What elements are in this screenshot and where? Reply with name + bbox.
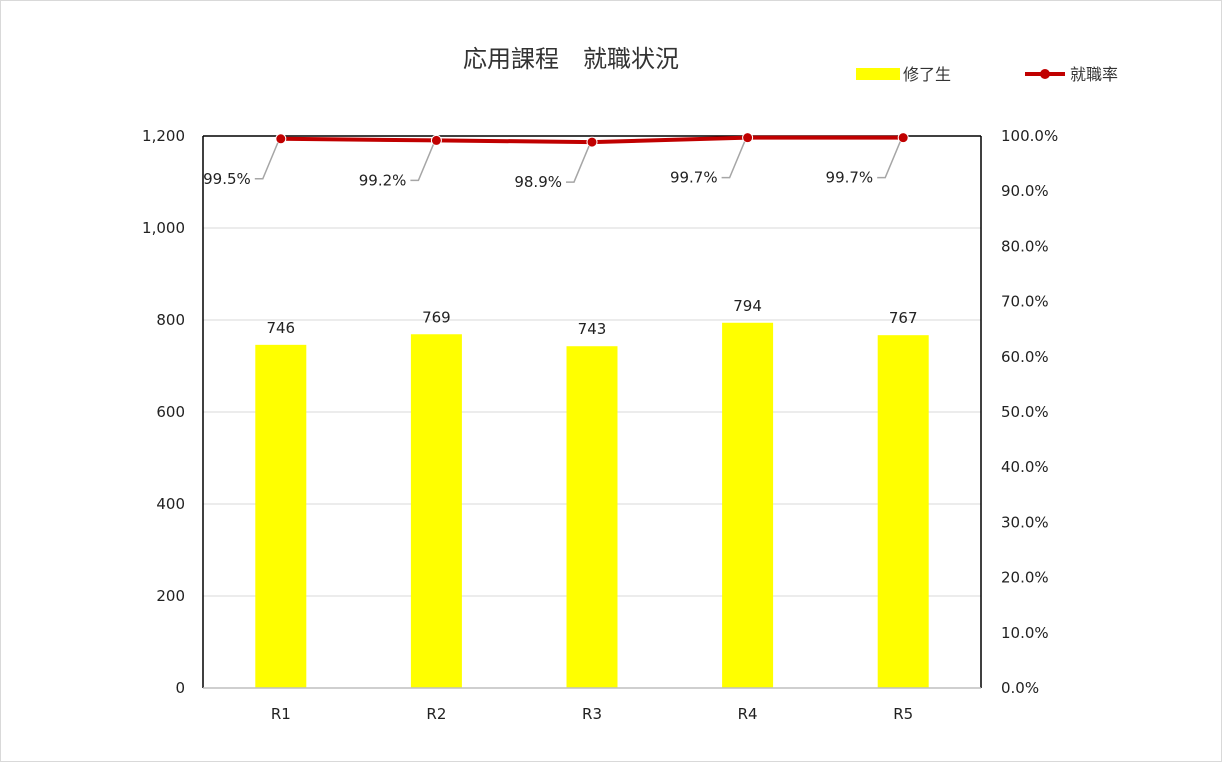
rate-label-R2: 99.2% <box>359 171 407 189</box>
rate-label-R5: 99.7% <box>826 169 874 187</box>
legend-swatch-bar <box>856 68 900 80</box>
bar-label-R2: 769 <box>422 308 451 326</box>
rate-label-R1: 99.5% <box>203 170 251 188</box>
legend-label-bar: 修了生 <box>903 65 951 84</box>
category-label-R2: R2 <box>426 705 446 723</box>
category-label-R3: R3 <box>582 705 602 723</box>
bar-label-R1: 746 <box>266 319 295 337</box>
bar-R1 <box>255 344 307 688</box>
axes: 0 200 400 600 800 1,000 1,200 0.0% 10.0% 20.0% 30.… <box>142 127 1058 723</box>
leader-line <box>566 145 590 183</box>
legend: 修了生 就職率 <box>856 65 1118 84</box>
rate-point-R5 <box>897 132 909 144</box>
bar-R2 <box>410 334 462 688</box>
left-tick-label: 800 <box>156 311 185 329</box>
bar-R3 <box>566 346 618 688</box>
right-tick-label: 0.0% <box>1001 679 1039 697</box>
left-tick-label: 1,200 <box>142 127 185 145</box>
right-tick-label: 90.0% <box>1001 182 1049 200</box>
category-label-R4: R4 <box>738 705 758 723</box>
left-tick-label: 400 <box>156 495 185 513</box>
left-tick-label: 1,000 <box>142 219 185 237</box>
leader-line <box>254 142 279 180</box>
rate-point-R2 <box>430 134 442 146</box>
left-tick-label: 600 <box>156 403 185 421</box>
category-label-R1: R1 <box>271 705 291 723</box>
right-tick-label: 80.0% <box>1001 237 1049 255</box>
legend-label-line: 就職率 <box>1070 65 1118 84</box>
left-tick-label: 0 <box>175 679 185 697</box>
legend-swatch-marker <box>1040 69 1050 79</box>
rate-label-R4: 99.7% <box>670 169 718 187</box>
bar-R4 <box>722 322 774 688</box>
right-tick-label: 30.0% <box>1001 513 1049 531</box>
right-tick-label: 50.0% <box>1001 403 1049 421</box>
leader-line <box>410 144 435 182</box>
rate-point-R4 <box>742 132 754 144</box>
right-tick-label: 20.0% <box>1001 569 1049 587</box>
leader-line <box>721 141 746 179</box>
leader-line <box>877 141 901 179</box>
bar-label-R5: 767 <box>889 309 918 327</box>
line-series <box>275 132 909 148</box>
right-tick-label: 40.0% <box>1001 458 1049 476</box>
bar-label-R4: 794 <box>733 297 762 315</box>
rate-label-R3: 98.9% <box>514 173 562 191</box>
bar-R5 <box>877 335 929 688</box>
right-tick-label: 100.0% <box>1001 127 1058 145</box>
left-tick-label: 200 <box>156 587 185 605</box>
right-tick-label: 10.0% <box>1001 624 1049 642</box>
rate-point-R1 <box>275 133 287 145</box>
right-tick-label: 60.0% <box>1001 348 1049 366</box>
right-tick-label: 70.0% <box>1001 293 1049 311</box>
bar-series <box>255 322 929 688</box>
rate-point-R3 <box>586 136 598 148</box>
chart-title: 応用課程 就職状況 <box>463 45 679 73</box>
data-labels: 746 769 743 794 767 99.5% 99.2% 98.9% 99.7% 99.7% <box>203 141 918 338</box>
category-label-R5: R5 <box>893 705 913 723</box>
bar-label-R3: 743 <box>578 320 607 338</box>
